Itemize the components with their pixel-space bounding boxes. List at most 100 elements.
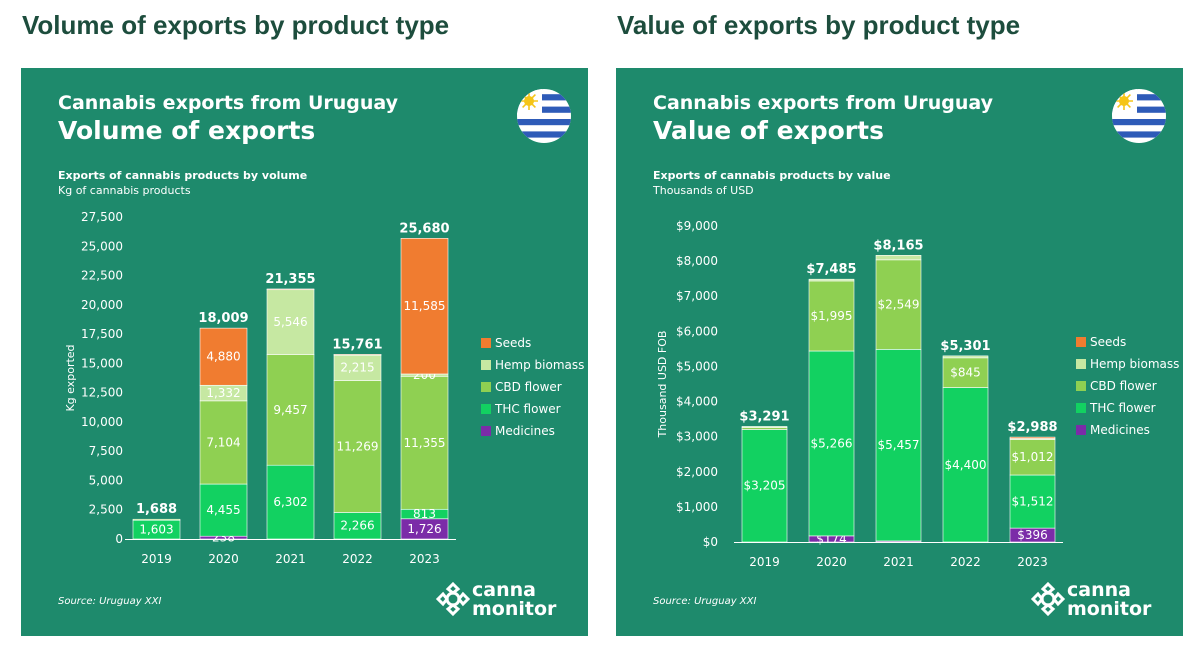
cannamonitor-logo-icon: [1031, 581, 1065, 617]
y-tick-label: $4,000: [676, 395, 718, 409]
bar-segment-seeds: [1009, 436, 1056, 439]
total-label: $2,988: [1007, 420, 1057, 435]
uruguay-flag-icon: [1112, 89, 1166, 143]
data-label: $1,512: [1012, 495, 1054, 509]
data-label: 4,880: [206, 350, 240, 364]
y-axis-label: Kg exported: [64, 344, 77, 411]
data-label: 11,585: [404, 299, 446, 313]
legend-label: Hemp biomass: [1090, 357, 1179, 371]
y-tick-label: 10,000: [81, 415, 123, 429]
data-label: 11,355: [404, 436, 446, 450]
bar-segment-cbd-flower: [400, 376, 449, 510]
legend-label: Medicines: [495, 424, 555, 438]
legend-swatch: [1076, 403, 1086, 413]
bar-segment-seeds: [199, 327, 248, 386]
brand-line2: monitor: [472, 598, 557, 620]
bar-segment-thc-flower: [942, 387, 989, 543]
chart-unit-subtitle: Thousands of USD: [653, 184, 754, 197]
data-label: $3,205: [744, 479, 786, 493]
x-tick-label: 2021: [275, 552, 306, 566]
bar-segment-thc-flower: [266, 464, 315, 540]
card-kicker: Cannabis exports from Uruguay: [58, 92, 399, 114]
bar-segment-seeds: [333, 354, 382, 356]
y-tick-label: 17,500: [81, 327, 123, 341]
total-label: $3,291: [739, 409, 789, 424]
y-tick-label: 22,500: [81, 269, 123, 283]
legend-swatch: [481, 360, 491, 370]
y-tick-label: 27,500: [81, 210, 123, 224]
volume-card: Cannabis exports from Uruguay Volume of …: [21, 68, 588, 636]
source-note: Source: Uruguay XXI: [58, 596, 162, 607]
y-tick-label: 12,500: [81, 386, 123, 400]
legend-label: Medicines: [1090, 423, 1150, 437]
legend-swatch: [1076, 425, 1086, 435]
total-label: 18,009: [198, 311, 248, 326]
y-tick-label: 25,000: [81, 239, 123, 253]
bar-segment-thc-flower: [741, 429, 788, 543]
y-tick-label: $2,000: [676, 465, 718, 479]
x-tick-label: 2023: [409, 552, 440, 566]
total-label: 1,688: [136, 502, 177, 517]
card-kicker: Cannabis exports from Uruguay: [653, 92, 994, 114]
cannamonitor-brand: canna monitor: [1031, 578, 1161, 622]
bar-segment-cbd-flower: [1009, 439, 1056, 476]
value-chart: $0 $1,000 $2,000 $3,000 $4,000 $5,000 $6,000 $7…: [656, 219, 1179, 569]
legend-swatch: [481, 338, 491, 348]
data-label: 1,603: [139, 523, 173, 537]
card-title: Value of exports: [653, 116, 884, 145]
chart-subtitle: Exports of cannabis products by volume: [58, 169, 308, 182]
bar-segment-hemp-biomass: [266, 289, 315, 355]
y-tick-label: $7,000: [676, 289, 718, 303]
brand-line2: monitor: [1067, 598, 1152, 620]
bar-segment-hemp-biomass: [333, 354, 382, 381]
x-tick-label: 2019: [141, 552, 172, 566]
x-tick-label: 2023: [1017, 555, 1048, 569]
bar-segment-cbd-flower: [132, 518, 181, 521]
x-tick-label: 2022: [342, 552, 373, 566]
x-tick-label: 2021: [883, 555, 914, 569]
bar-segment-cbd-flower: [808, 280, 855, 352]
bar-segment-seeds: [400, 238, 449, 375]
legend-label: THC flower: [1089, 401, 1156, 415]
data-label: $396: [1017, 528, 1048, 542]
bar-segment-cbd-flower: [942, 357, 989, 388]
y-tick-label: $3,000: [676, 430, 718, 444]
legend-swatch: [1076, 337, 1086, 347]
data-label: 1,332: [206, 386, 240, 400]
legend-label: Seeds: [495, 336, 531, 350]
data-label: 11,269: [337, 439, 379, 453]
x-tick-label: 2022: [950, 555, 981, 569]
bar-segment-thc-flower: [875, 349, 922, 542]
legend-label: Hemp biomass: [495, 358, 584, 372]
legend-label: CBD flower: [1090, 379, 1157, 393]
cannamonitor-logo-icon: [436, 581, 470, 617]
bar-segment-cbd-flower: [875, 259, 922, 350]
value-card: Cannabis exports from Uruguay Value of e…: [616, 68, 1183, 636]
data-label: 2,266: [340, 519, 374, 533]
y-tick-label: $0: [703, 535, 718, 549]
data-label: $5,457: [878, 438, 920, 452]
data-label: $5,266: [811, 436, 853, 450]
left-page-heading: Volume of exports by product type: [22, 10, 450, 40]
source-note: Source: Uruguay XXI: [653, 596, 757, 607]
bar-segment-thc-flower: [199, 483, 248, 537]
bar-segment-thc-flower: [808, 350, 855, 537]
right-page-heading: Value of exports by product type: [617, 10, 1021, 40]
data-label: 7,104: [206, 435, 240, 449]
brand-line1: canna: [1067, 579, 1131, 601]
data-label: $1,012: [1012, 450, 1054, 464]
total-label: 15,761: [332, 337, 382, 352]
y-tick-label: $6,000: [676, 324, 718, 338]
y-tick-label: $8,000: [676, 254, 718, 268]
y-tick-label: $5,000: [676, 359, 718, 373]
x-tick-label: 2019: [749, 555, 780, 569]
uruguay-flag-icon: [517, 89, 571, 143]
data-label: 813: [413, 507, 436, 521]
total-label: $5,301: [940, 339, 990, 354]
bar-segment-hemp-biomass: [942, 355, 989, 359]
bar-segment-thc-flower: [333, 512, 382, 540]
data-label: 2,215: [340, 361, 374, 375]
data-label: 4,455: [206, 503, 240, 517]
data-label: $845: [950, 366, 981, 380]
data-label: $1,995: [811, 309, 853, 323]
